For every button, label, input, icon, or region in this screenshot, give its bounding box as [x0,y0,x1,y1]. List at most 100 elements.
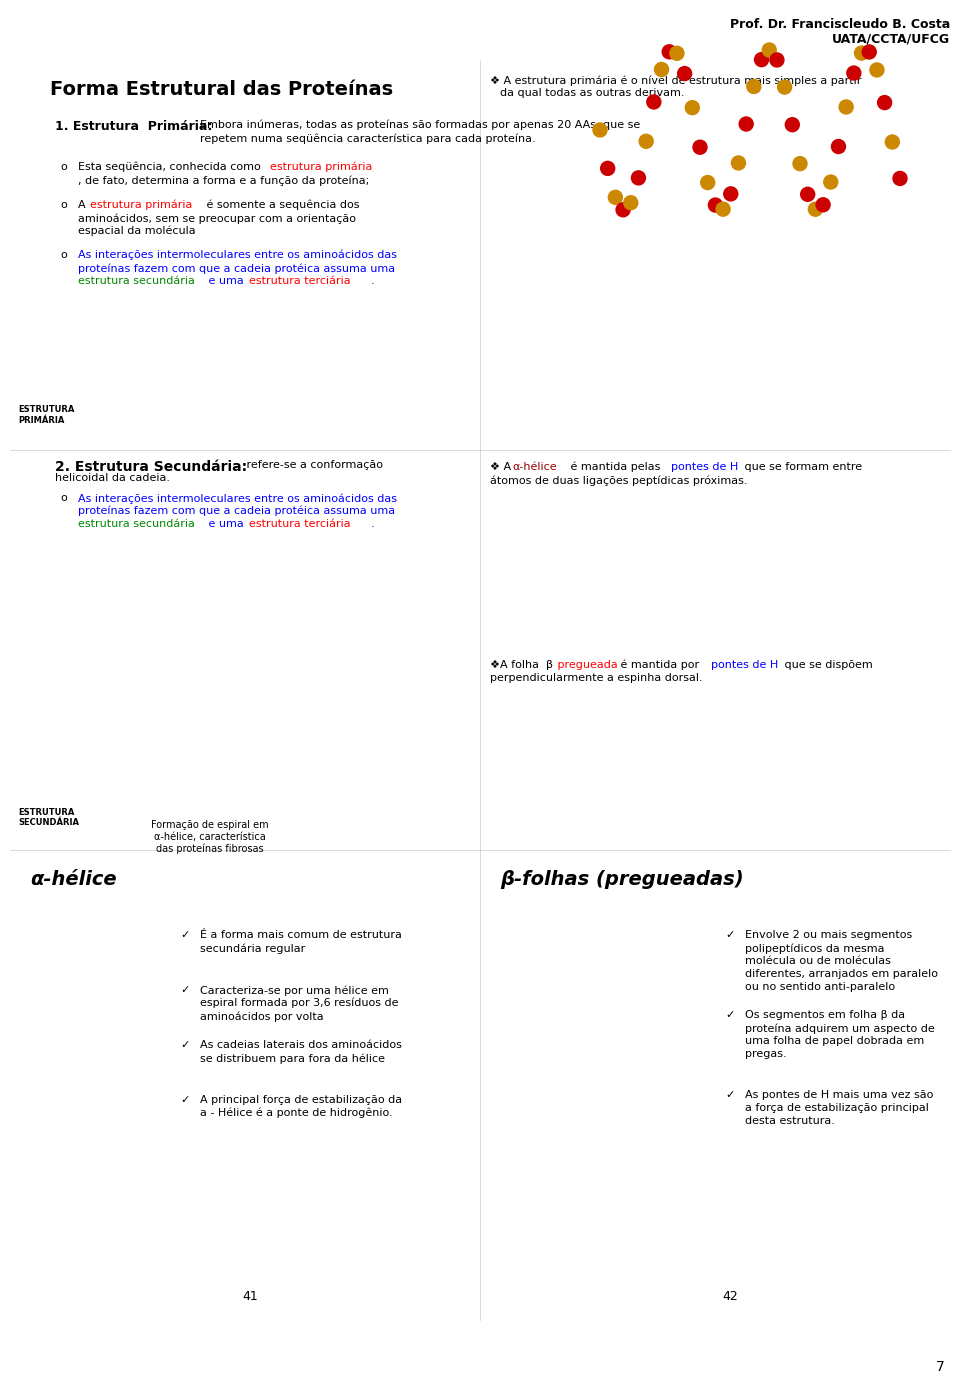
Text: espacial da molécula: espacial da molécula [78,226,196,236]
Text: o: o [60,493,67,502]
Circle shape [847,66,861,80]
Text: pregueada: pregueada [554,660,617,671]
Text: diferentes, arranjados em paralelo: diferentes, arranjados em paralelo [745,969,938,978]
Text: proteínas fazem com que a cadeia protéica assuma uma: proteínas fazem com que a cadeia protéic… [78,264,396,273]
Circle shape [693,141,707,155]
Circle shape [877,95,892,109]
Text: , de fato, determina a forma e a função da proteína;: , de fato, determina a forma e a função … [78,175,370,185]
Text: a força de estabilização principal: a força de estabilização principal [745,1103,929,1114]
Text: é somente a sequência dos: é somente a sequência dos [203,200,359,211]
Text: é mantida pelas: é mantida pelas [567,462,664,472]
Text: desta estrutura.: desta estrutura. [745,1116,835,1126]
Circle shape [624,196,637,210]
Text: ❖ A estrutura primária é o nível de estrutura mais simples a partir: ❖ A estrutura primária é o nível de estr… [490,75,861,86]
Circle shape [854,46,869,61]
Text: 7: 7 [936,1361,945,1374]
Text: e uma: e uma [205,276,248,286]
Text: ✓: ✓ [725,1090,734,1100]
Circle shape [885,135,900,149]
Text: proteínas fazem com que a cadeia protéica assuma uma: proteínas fazem com que a cadeia protéic… [78,506,396,516]
Text: estrutura primária: estrutura primária [270,161,372,172]
Circle shape [670,47,684,61]
Text: aminoácidos, sem se preocupar com a orientação: aminoácidos, sem se preocupar com a orie… [78,213,356,224]
Text: perpendicularmente a espinha dorsal.: perpendicularmente a espinha dorsal. [490,673,703,683]
Circle shape [662,44,676,59]
Text: Esta seqüência, conhecida como: Esta seqüência, conhecida como [78,161,264,172]
Text: da qual todas as outras derivam.: da qual todas as outras derivam. [500,88,684,98]
Circle shape [755,52,769,66]
Circle shape [732,156,746,170]
Circle shape [655,62,668,76]
Text: Caracteriza-se por uma hélice em: Caracteriza-se por uma hélice em [200,985,389,995]
Text: As interações intermoleculares entre os aminoácidos das: As interações intermoleculares entre os … [78,493,397,504]
Text: 41: 41 [242,1290,258,1303]
Circle shape [708,199,722,213]
Text: Envolve 2 ou mais segmentos: Envolve 2 ou mais segmentos [745,930,912,940]
Circle shape [685,101,699,115]
Text: ✓: ✓ [725,930,734,940]
Text: a - Hélice é a ponte de hidrogênio.: a - Hélice é a ponte de hidrogênio. [200,1108,393,1119]
Text: .: . [371,276,374,286]
Text: Prof. Dr. Franciscleudo B. Costa: Prof. Dr. Franciscleudo B. Costa [730,18,950,30]
Text: ❖ A: ❖ A [490,462,515,472]
Text: Formação de espiral em
α-hélice, característica
das proteínas fibrosas: Formação de espiral em α-hélice, caracte… [151,820,269,854]
Text: ✓: ✓ [180,985,189,995]
Text: proteína adquirem um aspecto de: proteína adquirem um aspecto de [745,1023,935,1034]
Circle shape [716,201,730,217]
Text: ✓: ✓ [180,930,189,940]
Circle shape [762,43,777,57]
Text: o: o [60,200,67,210]
Text: ✓: ✓ [725,1010,734,1020]
Text: estrutura terciária: estrutura terciária [249,276,350,286]
Text: molécula ou de moléculas: molécula ou de moléculas [745,956,891,966]
Text: 2. Estrutura Secundária:: 2. Estrutura Secundária: [55,460,247,473]
Text: secundária regular: secundária regular [200,943,305,954]
Text: β-folhas (pregueadas): β-folhas (pregueadas) [500,869,744,889]
Text: β: β [546,660,553,671]
Circle shape [831,139,846,153]
Circle shape [601,161,614,175]
Text: pregas.: pregas. [745,1049,786,1058]
Circle shape [778,80,792,94]
Circle shape [785,117,800,131]
Circle shape [839,99,853,115]
Text: .: . [371,519,374,529]
Text: que se formam entre: que se formam entre [741,462,862,472]
Circle shape [647,95,660,109]
Text: É a forma mais comum de estrutura: É a forma mais comum de estrutura [200,930,402,940]
Circle shape [701,175,714,189]
Circle shape [893,171,907,185]
Circle shape [678,66,691,80]
Circle shape [793,156,807,171]
Circle shape [808,203,823,217]
Text: 1. Estrutura  Primária:: 1. Estrutura Primária: [55,120,212,132]
Text: espiral formada por 3,6 resíduos de: espiral formada por 3,6 resíduos de [200,998,398,1009]
Text: o: o [60,161,67,172]
Text: As pontes de H mais uma vez são: As pontes de H mais uma vez são [745,1090,933,1100]
Text: que se dispõem: que se dispõem [781,660,873,671]
Text: 42: 42 [722,1290,738,1303]
Circle shape [870,63,884,77]
Text: ESTRUTURA: ESTRUTURA [18,809,74,817]
Circle shape [862,46,876,59]
Text: estrutura secundária: estrutura secundária [78,519,195,529]
Circle shape [747,80,761,94]
Text: uma folha de papel dobrada em: uma folha de papel dobrada em [745,1036,924,1046]
Circle shape [616,203,630,217]
Circle shape [801,188,815,201]
Text: ✓: ✓ [180,1041,189,1050]
Text: ou no sentido anti-paralelo: ou no sentido anti-paralelo [745,983,895,992]
Text: repetem numa seqüência característica para cada proteína.: repetem numa seqüência característica pa… [200,132,536,144]
Text: Os segmentos em folha β da: Os segmentos em folha β da [745,1010,905,1020]
Circle shape [593,123,607,137]
Text: estrutura secundária: estrutura secundária [78,276,195,286]
Text: ✓: ✓ [180,1094,189,1105]
Text: Forma Estrutural das Proteínas: Forma Estrutural das Proteínas [50,80,394,99]
Text: ❖A folha: ❖A folha [490,660,542,671]
Text: refere-se a conformação: refere-se a conformação [243,460,383,471]
Text: PRIMÁRIA: PRIMÁRIA [18,415,64,425]
Text: A principal força de estabilização da: A principal força de estabilização da [200,1094,402,1105]
Text: As interações intermoleculares entre os aminoácidos das: As interações intermoleculares entre os … [78,250,397,261]
Text: Embora inúmeras, todas as proteínas são formadas por apenas 20 AAs, que se: Embora inúmeras, todas as proteínas são … [200,120,640,131]
Text: estrutura terciária: estrutura terciária [249,519,350,529]
